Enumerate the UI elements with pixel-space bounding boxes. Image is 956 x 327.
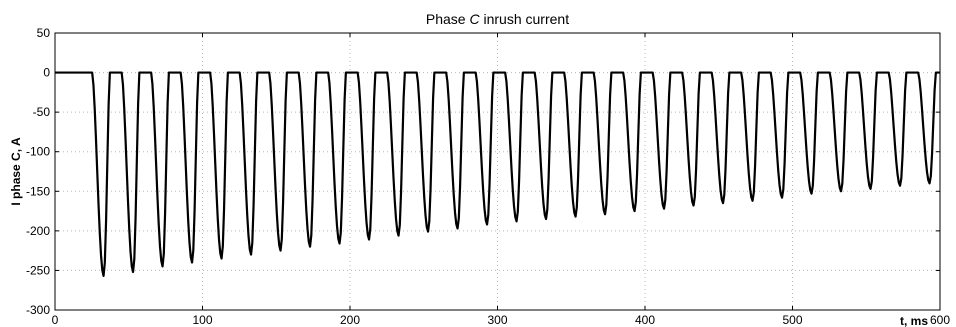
x-tick-label: 0 (52, 313, 59, 327)
title-prefix: Phase (426, 11, 470, 27)
x-tick-label: 300 (487, 313, 507, 327)
y-tick-label: -50 (33, 105, 51, 119)
y-tick-label: 0 (43, 66, 50, 80)
series-line-inrush-current (55, 71, 940, 278)
x-tick-label: 600 (930, 313, 950, 327)
y-tick-label: -150 (26, 184, 50, 198)
title-suffix: inrush current (480, 11, 570, 27)
y-tick-label: -200 (26, 224, 50, 238)
plot-area (55, 71, 940, 278)
y-tick-label: -300 (26, 303, 50, 317)
x-tick-label: 200 (340, 313, 360, 327)
y-tick-label: 50 (37, 26, 51, 40)
x-axis-label: t, ms (900, 314, 928, 327)
tick-labels: 0 100 200 300 400 500 600500-50-100-150-200-25… (26, 26, 950, 327)
x-tick-label: 500 (782, 313, 802, 327)
chart-title: Phase C inrush current (426, 11, 569, 27)
x-tick-label: 400 (635, 313, 655, 327)
title-italic: C (469, 11, 480, 27)
y-tick-label: -250 (26, 263, 50, 277)
y-axis-label: I phase C, A (9, 137, 23, 206)
x-tick-label: 100 (192, 313, 212, 327)
y-tick-label: -100 (26, 145, 50, 159)
